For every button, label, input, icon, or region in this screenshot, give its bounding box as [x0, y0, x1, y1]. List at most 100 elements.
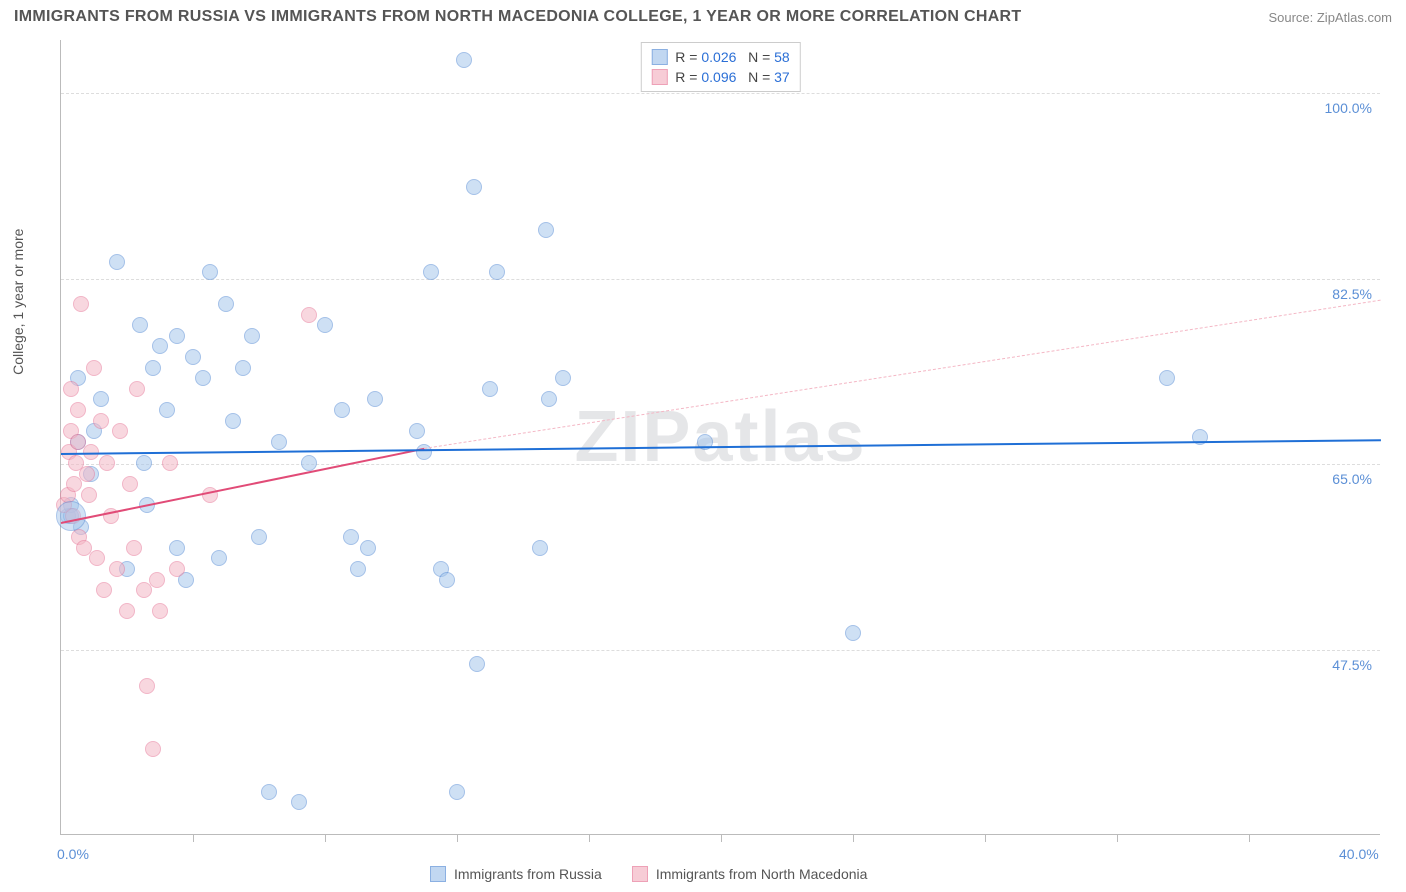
data-point: [89, 550, 105, 566]
data-point: [159, 402, 175, 418]
data-point: [109, 254, 125, 270]
series-legend: Immigrants from Russia Immigrants from No…: [430, 866, 867, 882]
data-point: [139, 678, 155, 694]
data-point: [195, 370, 211, 386]
data-point: [81, 487, 97, 503]
data-point: [99, 455, 115, 471]
data-point: [469, 656, 485, 672]
x-tick: [457, 834, 458, 842]
legend-stats: R = 0.026 N = 58: [675, 49, 789, 65]
data-point: [360, 540, 376, 556]
data-point: [169, 328, 185, 344]
data-point: [119, 603, 135, 619]
data-point: [235, 360, 251, 376]
data-point: [96, 582, 112, 598]
y-tick-label: 47.5%: [1332, 657, 1372, 673]
legend-swatch: [651, 69, 667, 85]
data-point: [169, 561, 185, 577]
data-point: [845, 625, 861, 641]
data-point: [449, 784, 465, 800]
data-point: [122, 476, 138, 492]
data-point: [152, 603, 168, 619]
data-point: [73, 296, 89, 312]
data-point: [86, 360, 102, 376]
x-axis-label: 40.0%: [1339, 846, 1379, 862]
trend-line: [61, 440, 1381, 456]
x-tick: [325, 834, 326, 842]
gridline: [61, 93, 1380, 94]
legend-row: R = 0.096 N = 37: [651, 67, 789, 87]
data-point: [218, 296, 234, 312]
data-point: [109, 561, 125, 577]
x-axis-label: 0.0%: [57, 846, 89, 862]
data-point: [63, 381, 79, 397]
watermark: ZIPatlas: [574, 396, 866, 478]
data-point: [555, 370, 571, 386]
x-tick: [1249, 834, 1250, 842]
data-point: [291, 794, 307, 810]
data-point: [350, 561, 366, 577]
data-point: [261, 784, 277, 800]
data-point: [93, 413, 109, 429]
data-point: [70, 402, 86, 418]
legend-label: Immigrants from Russia: [454, 866, 602, 882]
data-point: [152, 338, 168, 354]
trend-line: [61, 448, 424, 524]
gridline: [61, 464, 1380, 465]
data-point-highlight: [56, 501, 86, 531]
data-point: [185, 349, 201, 365]
data-point: [145, 360, 161, 376]
data-point: [541, 391, 557, 407]
data-point: [301, 307, 317, 323]
x-tick: [721, 834, 722, 842]
data-point: [244, 328, 260, 344]
legend-row: R = 0.026 N = 58: [651, 47, 789, 67]
data-point: [423, 264, 439, 280]
data-point: [538, 222, 554, 238]
data-point: [126, 540, 142, 556]
y-axis-title: College, 1 year or more: [10, 229, 26, 375]
data-point: [456, 52, 472, 68]
data-point: [129, 381, 145, 397]
legend-item: Immigrants from Russia: [430, 866, 602, 882]
data-point: [66, 476, 82, 492]
data-point: [136, 455, 152, 471]
data-point: [1159, 370, 1175, 386]
legend-label: Immigrants from North Macedonia: [656, 866, 868, 882]
data-point: [489, 264, 505, 280]
y-tick-label: 100.0%: [1325, 100, 1372, 116]
data-point: [271, 434, 287, 450]
data-point: [482, 381, 498, 397]
scatter-chart: ZIPatlas R = 0.026 N = 58 R = 0.096 N = 3…: [60, 40, 1380, 835]
data-point: [132, 317, 148, 333]
correlation-legend: R = 0.026 N = 58 R = 0.096 N = 37: [640, 42, 800, 92]
legend-swatch: [632, 866, 648, 882]
gridline: [61, 650, 1380, 651]
data-point: [211, 550, 227, 566]
data-point: [169, 540, 185, 556]
x-tick: [985, 834, 986, 842]
data-point: [343, 529, 359, 545]
legend-swatch: [430, 866, 446, 882]
x-tick: [1117, 834, 1118, 842]
chart-source: Source: ZipAtlas.com: [1268, 10, 1392, 25]
data-point: [225, 413, 241, 429]
data-point: [149, 572, 165, 588]
data-point: [136, 582, 152, 598]
data-point: [79, 466, 95, 482]
legend-swatch: [651, 49, 667, 65]
chart-header: IMMIGRANTS FROM RUSSIA VS IMMIGRANTS FRO…: [14, 8, 1392, 26]
legend-item: Immigrants from North Macedonia: [632, 866, 868, 882]
x-tick: [589, 834, 590, 842]
data-point: [334, 402, 350, 418]
x-tick: [853, 834, 854, 842]
data-point: [317, 317, 333, 333]
y-tick-label: 82.5%: [1332, 286, 1372, 302]
data-point: [251, 529, 267, 545]
data-point: [202, 264, 218, 280]
data-point: [301, 455, 317, 471]
legend-stats: R = 0.096 N = 37: [675, 69, 789, 85]
data-point: [532, 540, 548, 556]
data-point: [93, 391, 109, 407]
gridline: [61, 279, 1380, 280]
